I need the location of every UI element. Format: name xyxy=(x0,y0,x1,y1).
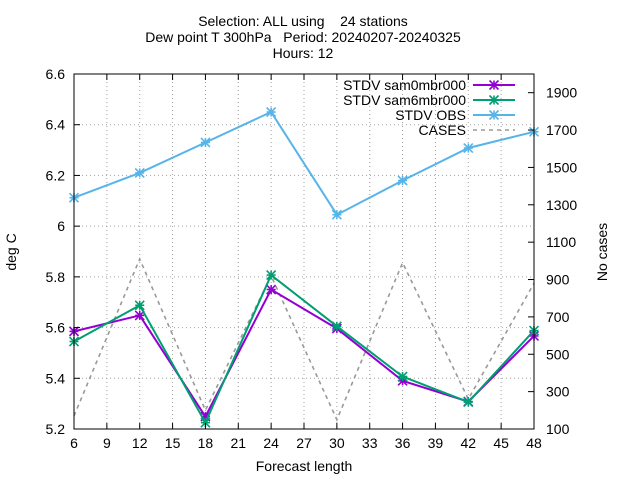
x-tick-label: 48 xyxy=(526,435,542,451)
data-point xyxy=(134,300,145,311)
y2-tick-label: 300 xyxy=(546,384,570,400)
x-tick-label: 15 xyxy=(165,435,181,451)
legend-label: STDV sam6mbr000 xyxy=(343,92,466,108)
x-axis-label: Forecast length xyxy=(256,458,353,474)
x-tick-label: 36 xyxy=(395,435,411,451)
data-point xyxy=(397,371,408,382)
x-tick-label: 21 xyxy=(230,435,246,451)
ticks: 6 9 12 15 18 21 24 27 30 33 36 39 42 45 48 5.2 5.4 5.6 5.8… xyxy=(46,66,578,451)
grid xyxy=(74,74,534,429)
y2-tick-label: 1500 xyxy=(546,159,577,175)
y-tick-label: 6.4 xyxy=(46,117,66,133)
series-layer xyxy=(68,106,540,428)
y-tick-label: 5.8 xyxy=(46,269,66,285)
title-line-3: Hours: 12 xyxy=(273,45,334,61)
data-point xyxy=(200,137,211,148)
y2-tick-label: 900 xyxy=(546,272,570,288)
x-tick-label: 24 xyxy=(263,435,279,451)
series-line xyxy=(73,273,535,425)
legend-marker xyxy=(488,94,500,106)
title-line-1: Selection: ALL using 24 stations xyxy=(198,13,408,29)
legend-label: STDV OBS xyxy=(395,107,466,123)
x-tick-label: 30 xyxy=(329,435,345,451)
x-tick-label: 42 xyxy=(460,435,476,451)
y2-tick-label: 1900 xyxy=(546,85,577,101)
x-tick-label: 6 xyxy=(70,435,78,451)
y2-tick-label: 1700 xyxy=(546,122,577,138)
y2-tick-label: 1100 xyxy=(546,234,576,250)
data-point xyxy=(397,175,408,186)
legend-marker xyxy=(488,109,500,121)
y-tick-label: 5.4 xyxy=(46,370,66,386)
series-line xyxy=(73,110,535,217)
legend-label: CASES xyxy=(419,122,466,138)
data-point xyxy=(463,397,474,408)
x-tick-label: 12 xyxy=(132,435,148,451)
y2-tick-label: 700 xyxy=(546,309,570,325)
y-tick-label: 6.2 xyxy=(46,167,66,183)
data-point xyxy=(266,284,277,295)
x-tick-label: 45 xyxy=(493,435,509,451)
y2-tick-label: 1300 xyxy=(546,197,577,213)
y2-tick-label: 500 xyxy=(546,346,570,362)
data-point xyxy=(331,209,342,220)
series-line xyxy=(73,256,535,422)
data-point xyxy=(134,167,145,178)
data-point xyxy=(266,270,277,281)
chart-title: Selection: ALL using 24 stations Dew poi… xyxy=(145,13,461,61)
y-tick-label: 5.6 xyxy=(46,320,66,336)
x-tick-label: 27 xyxy=(296,435,312,451)
legend-marker xyxy=(488,79,500,91)
title-line-2: Dew point T 300hPa Period: 20240207-2024… xyxy=(145,29,461,45)
x-tick-label: 9 xyxy=(103,435,111,451)
legend-label: STDV sam0mbr000 xyxy=(343,77,466,93)
y-tick-label: 6 xyxy=(57,218,65,234)
y-axis-label: deg C xyxy=(3,233,19,270)
data-point xyxy=(331,321,342,332)
x-tick-label: 39 xyxy=(428,435,444,451)
data-point xyxy=(463,142,474,154)
data-point xyxy=(266,106,277,118)
y2-tick-label: 100 xyxy=(546,421,570,437)
x-tick-label: 33 xyxy=(362,435,378,451)
y-tick-label: 6.6 xyxy=(46,66,66,82)
y2-axis-label: No cases xyxy=(594,223,610,281)
x-tick-label: 18 xyxy=(198,435,214,451)
y-tick-label: 5.2 xyxy=(46,421,66,437)
